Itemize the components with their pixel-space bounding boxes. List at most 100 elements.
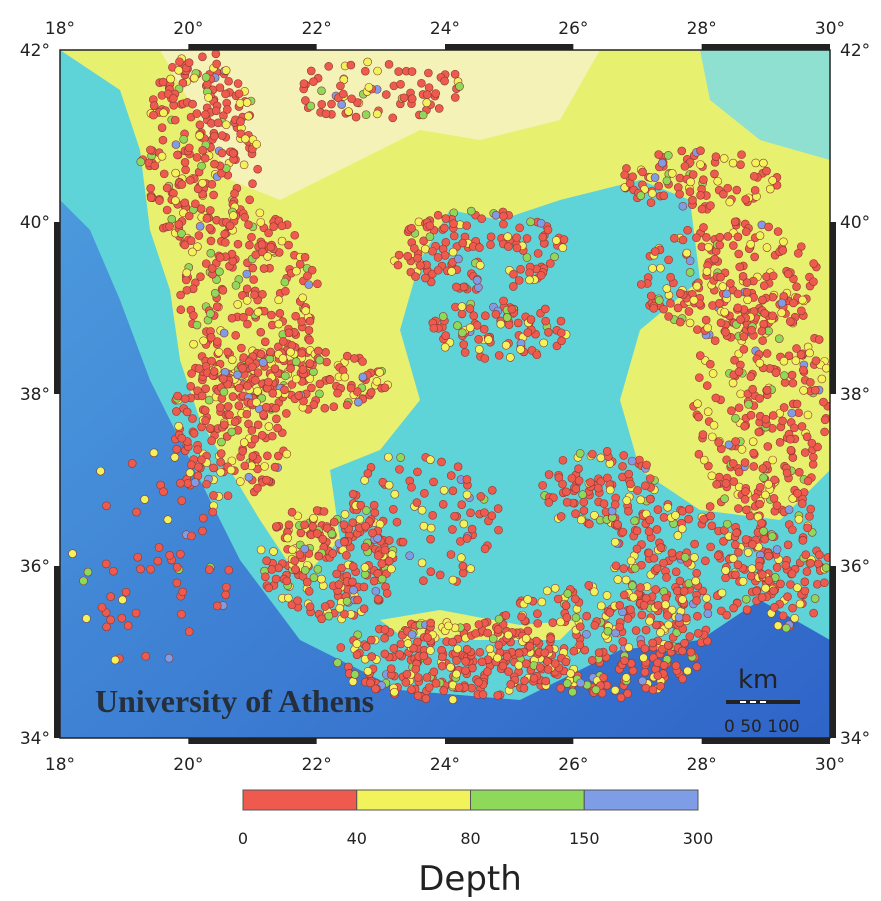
seismic-event [262,403,270,411]
seismic-event [769,411,777,419]
seismic-event [322,348,330,356]
seismic-event [690,296,698,304]
seismic-event [479,691,487,699]
seismic-event [212,50,220,58]
seismic-event [815,551,823,559]
seismic-event [483,668,491,676]
seismic-event [659,559,667,567]
seismic-event [488,486,496,494]
seismic-event [243,382,251,390]
seismic-event [198,392,206,400]
seismic-event [633,545,641,553]
frame-bar [702,738,830,744]
seismic-event [228,356,236,364]
seismic-event [780,357,788,365]
seismic-event [172,407,180,415]
seismic-event [686,268,694,276]
seismic-event [249,264,257,272]
seismic-event [301,253,309,261]
seismic-event [432,90,440,98]
seismic-event [763,244,771,252]
seismic-event [374,595,382,603]
seismic-event [821,416,829,424]
seismic-event [655,151,663,159]
seismic-event [627,557,635,565]
seismic-event [261,338,269,346]
seismic-event [568,474,576,482]
seismic-event [154,557,162,565]
seismic-event [674,531,682,539]
seismic-event [284,594,292,602]
seismic-event [768,532,776,540]
seismic-event [359,358,367,366]
seismic-event [737,161,745,169]
seismic-event [793,283,801,291]
seismic-event [764,442,772,450]
seismic-event [793,344,801,352]
seismic-event [676,190,684,198]
seismic-event [731,356,739,364]
seismic-event [570,647,578,655]
seismic-event [270,223,278,231]
seismic-event [265,584,273,592]
seismic-event [734,304,742,312]
seismic-event [684,226,692,234]
seismic-event [820,579,828,587]
seismic-event [789,379,797,387]
seismic-event [562,658,570,666]
seismic-event [217,450,225,458]
seismic-event [342,551,350,559]
seismic-event [299,365,307,373]
seismic-event [544,665,552,673]
lat-label-right: 36° [840,557,870,577]
seismic-event [634,486,642,494]
seismic-event [418,559,426,567]
seismic-event [410,244,418,252]
seismic-event [222,583,230,591]
seismic-event [487,233,495,241]
frame-bar [830,566,836,738]
seismic-event [395,68,403,76]
seismic-event [291,231,299,239]
lat-label-right: 34° [840,729,870,749]
seismic-event [714,552,722,560]
seismic-event [695,413,703,421]
seismic-event [818,375,826,383]
seismic-event [522,660,530,668]
seismic-event [456,82,464,90]
seismic-event [801,449,809,457]
seismic-event [723,290,731,298]
seismic-event [769,176,777,184]
seismic-event [374,67,382,75]
seismic-event [592,686,600,694]
seismic-event [186,469,194,477]
frame-bar [54,566,60,738]
seismic-event [806,349,814,357]
seismic-event [779,238,787,246]
seismic-event [716,233,724,241]
seismic-event [244,112,252,120]
seismic-event [766,185,774,193]
seismic-event [222,66,230,74]
seismic-event [195,365,203,373]
seismic-event [160,170,168,178]
seismic-event [588,450,596,458]
seismic-event [158,124,166,132]
seismic-event [198,162,206,170]
seismic-event [515,661,523,669]
seismic-event [384,453,392,461]
seismic-event [383,589,391,597]
seismic-event [763,386,771,394]
seismic-event [708,522,716,530]
seismic-event [307,67,315,75]
seismic-event [389,114,397,122]
seismic-event [389,505,397,513]
seismic-event [750,449,758,457]
seismic-event [788,371,796,379]
seismic-event [454,463,462,471]
seismic-event [737,390,745,398]
seismic-event [639,677,647,685]
lon-label-bottom: 18° [45,755,75,775]
seismic-event [136,565,144,573]
seismic-event [423,91,431,99]
